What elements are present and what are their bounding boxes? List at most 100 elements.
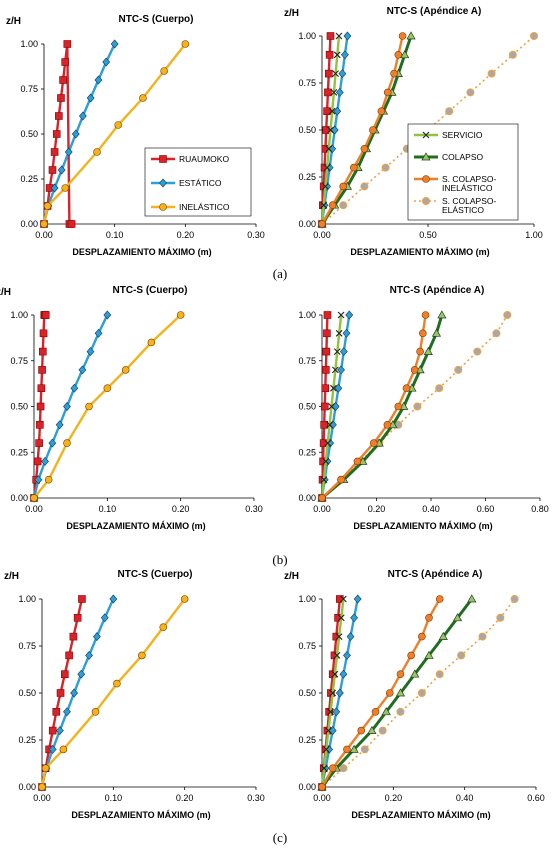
data-point [333, 652, 341, 659]
data-point [353, 457, 362, 466]
legend-swatch-marker [422, 175, 430, 183]
data-point [86, 347, 95, 357]
chart-title: NTC-S (Cuerpo) [119, 14, 194, 25]
data-point [121, 366, 130, 374]
data-point [57, 165, 66, 175]
data-point [369, 126, 377, 134]
data-point [367, 725, 377, 734]
data-point [332, 707, 341, 717]
x-tick-label: 0.20 [385, 793, 403, 803]
data-point [330, 384, 337, 392]
data-point [339, 347, 348, 357]
data-point [321, 384, 330, 393]
data-point [330, 89, 338, 96]
data-point [320, 476, 328, 484]
data-point [48, 166, 57, 174]
data-point [328, 107, 336, 115]
legend-label: ESTÁTICO [179, 178, 222, 188]
data-point [57, 94, 65, 102]
data-point [318, 220, 326, 228]
legend-label: SERVICIO [442, 130, 483, 140]
data-point [378, 726, 387, 735]
data-point [323, 311, 332, 319]
data-point [93, 632, 101, 642]
data-point [438, 631, 448, 640]
series-ruaumoko [38, 595, 86, 791]
data-point [337, 311, 345, 319]
x-axis-label: DESPLAZAMIENTO MÁXIMO (m) [66, 521, 205, 531]
y-tick-label: 0.25 [298, 735, 316, 745]
y-tick-label: 0.50 [298, 402, 316, 412]
data-point [394, 50, 403, 59]
data-point [385, 689, 394, 697]
data-point [320, 201, 328, 209]
y-tick-label: 1.00 [18, 594, 36, 604]
x-tick-label: 0.10 [106, 230, 124, 240]
data-point [353, 594, 362, 604]
y-axis-label: z/H [284, 571, 299, 582]
data-point [159, 623, 168, 632]
data-point [394, 402, 403, 411]
data-point [325, 50, 334, 59]
x-tick-label: 0.00 [313, 504, 331, 514]
data-point [369, 439, 378, 447]
data-point [410, 669, 420, 678]
y-axis-label: z/H [0, 287, 11, 298]
data-point [327, 126, 334, 134]
y-tick-label: 0.00 [298, 219, 316, 229]
data-point [59, 76, 67, 84]
chart-a-left: 0.00 0.10 0.20 0.30 0.00 0.25 0.50 0.75 1.00 NTC-… [6, 14, 265, 257]
data-point [41, 456, 49, 466]
data-point [78, 595, 86, 603]
data-point [100, 613, 109, 623]
data-point [335, 329, 343, 337]
data-point [52, 130, 61, 138]
y-tick-label: 1.00 [20, 39, 38, 49]
data-point [64, 147, 73, 157]
data-point [63, 40, 72, 48]
data-point [467, 594, 477, 603]
chart-b-left: 0.00 0.10 0.20 0.30 0.00 0.25 0.50 0.75 1.00 NTC-… [0, 285, 263, 531]
legend-label: S. COLAPSO- [442, 174, 496, 184]
x-axis-label: DESPLAZAMIENTO MÁXIMO (m) [72, 247, 211, 257]
data-point [360, 145, 369, 153]
data-point [335, 32, 343, 40]
data-point [138, 651, 146, 660]
y-tick-label: 0.00 [20, 219, 38, 229]
data-point [322, 746, 330, 753]
data-point [424, 650, 434, 659]
y-tick-label: 1.00 [298, 31, 316, 41]
data-point [324, 69, 333, 78]
data-point [50, 183, 59, 193]
y-tick-label: 0.25 [18, 735, 36, 745]
data-point [406, 31, 416, 40]
data-point [34, 475, 43, 485]
data-point [398, 32, 407, 40]
data-point [325, 727, 332, 734]
data-point [445, 107, 454, 116]
data-point [50, 148, 59, 156]
data-point [320, 764, 328, 772]
legend-swatch-marker [422, 131, 430, 139]
data-point [331, 670, 339, 678]
series-sc_inelastico [318, 311, 430, 502]
x-tick-label: 0.00 [33, 793, 51, 803]
data-point [67, 220, 76, 228]
x-tick-label: 0.40 [456, 793, 474, 803]
data-point [139, 94, 147, 102]
data-point [85, 650, 93, 660]
data-point [113, 679, 121, 688]
data-point [508, 50, 517, 59]
data-point [38, 347, 47, 356]
x-tick-label: 0.20 [172, 504, 190, 514]
data-point [86, 93, 95, 103]
chart-title: NTC-S (Cuerpo) [118, 569, 193, 580]
legend: RUAUMOKO ESTÁTICO INELÁSTICO [144, 147, 252, 217]
series-colapso [317, 594, 477, 791]
data-point [41, 764, 50, 773]
data-point [425, 613, 433, 622]
data-point [339, 201, 348, 210]
data-point [323, 107, 331, 115]
x-tick-label: 0.60 [477, 504, 495, 514]
